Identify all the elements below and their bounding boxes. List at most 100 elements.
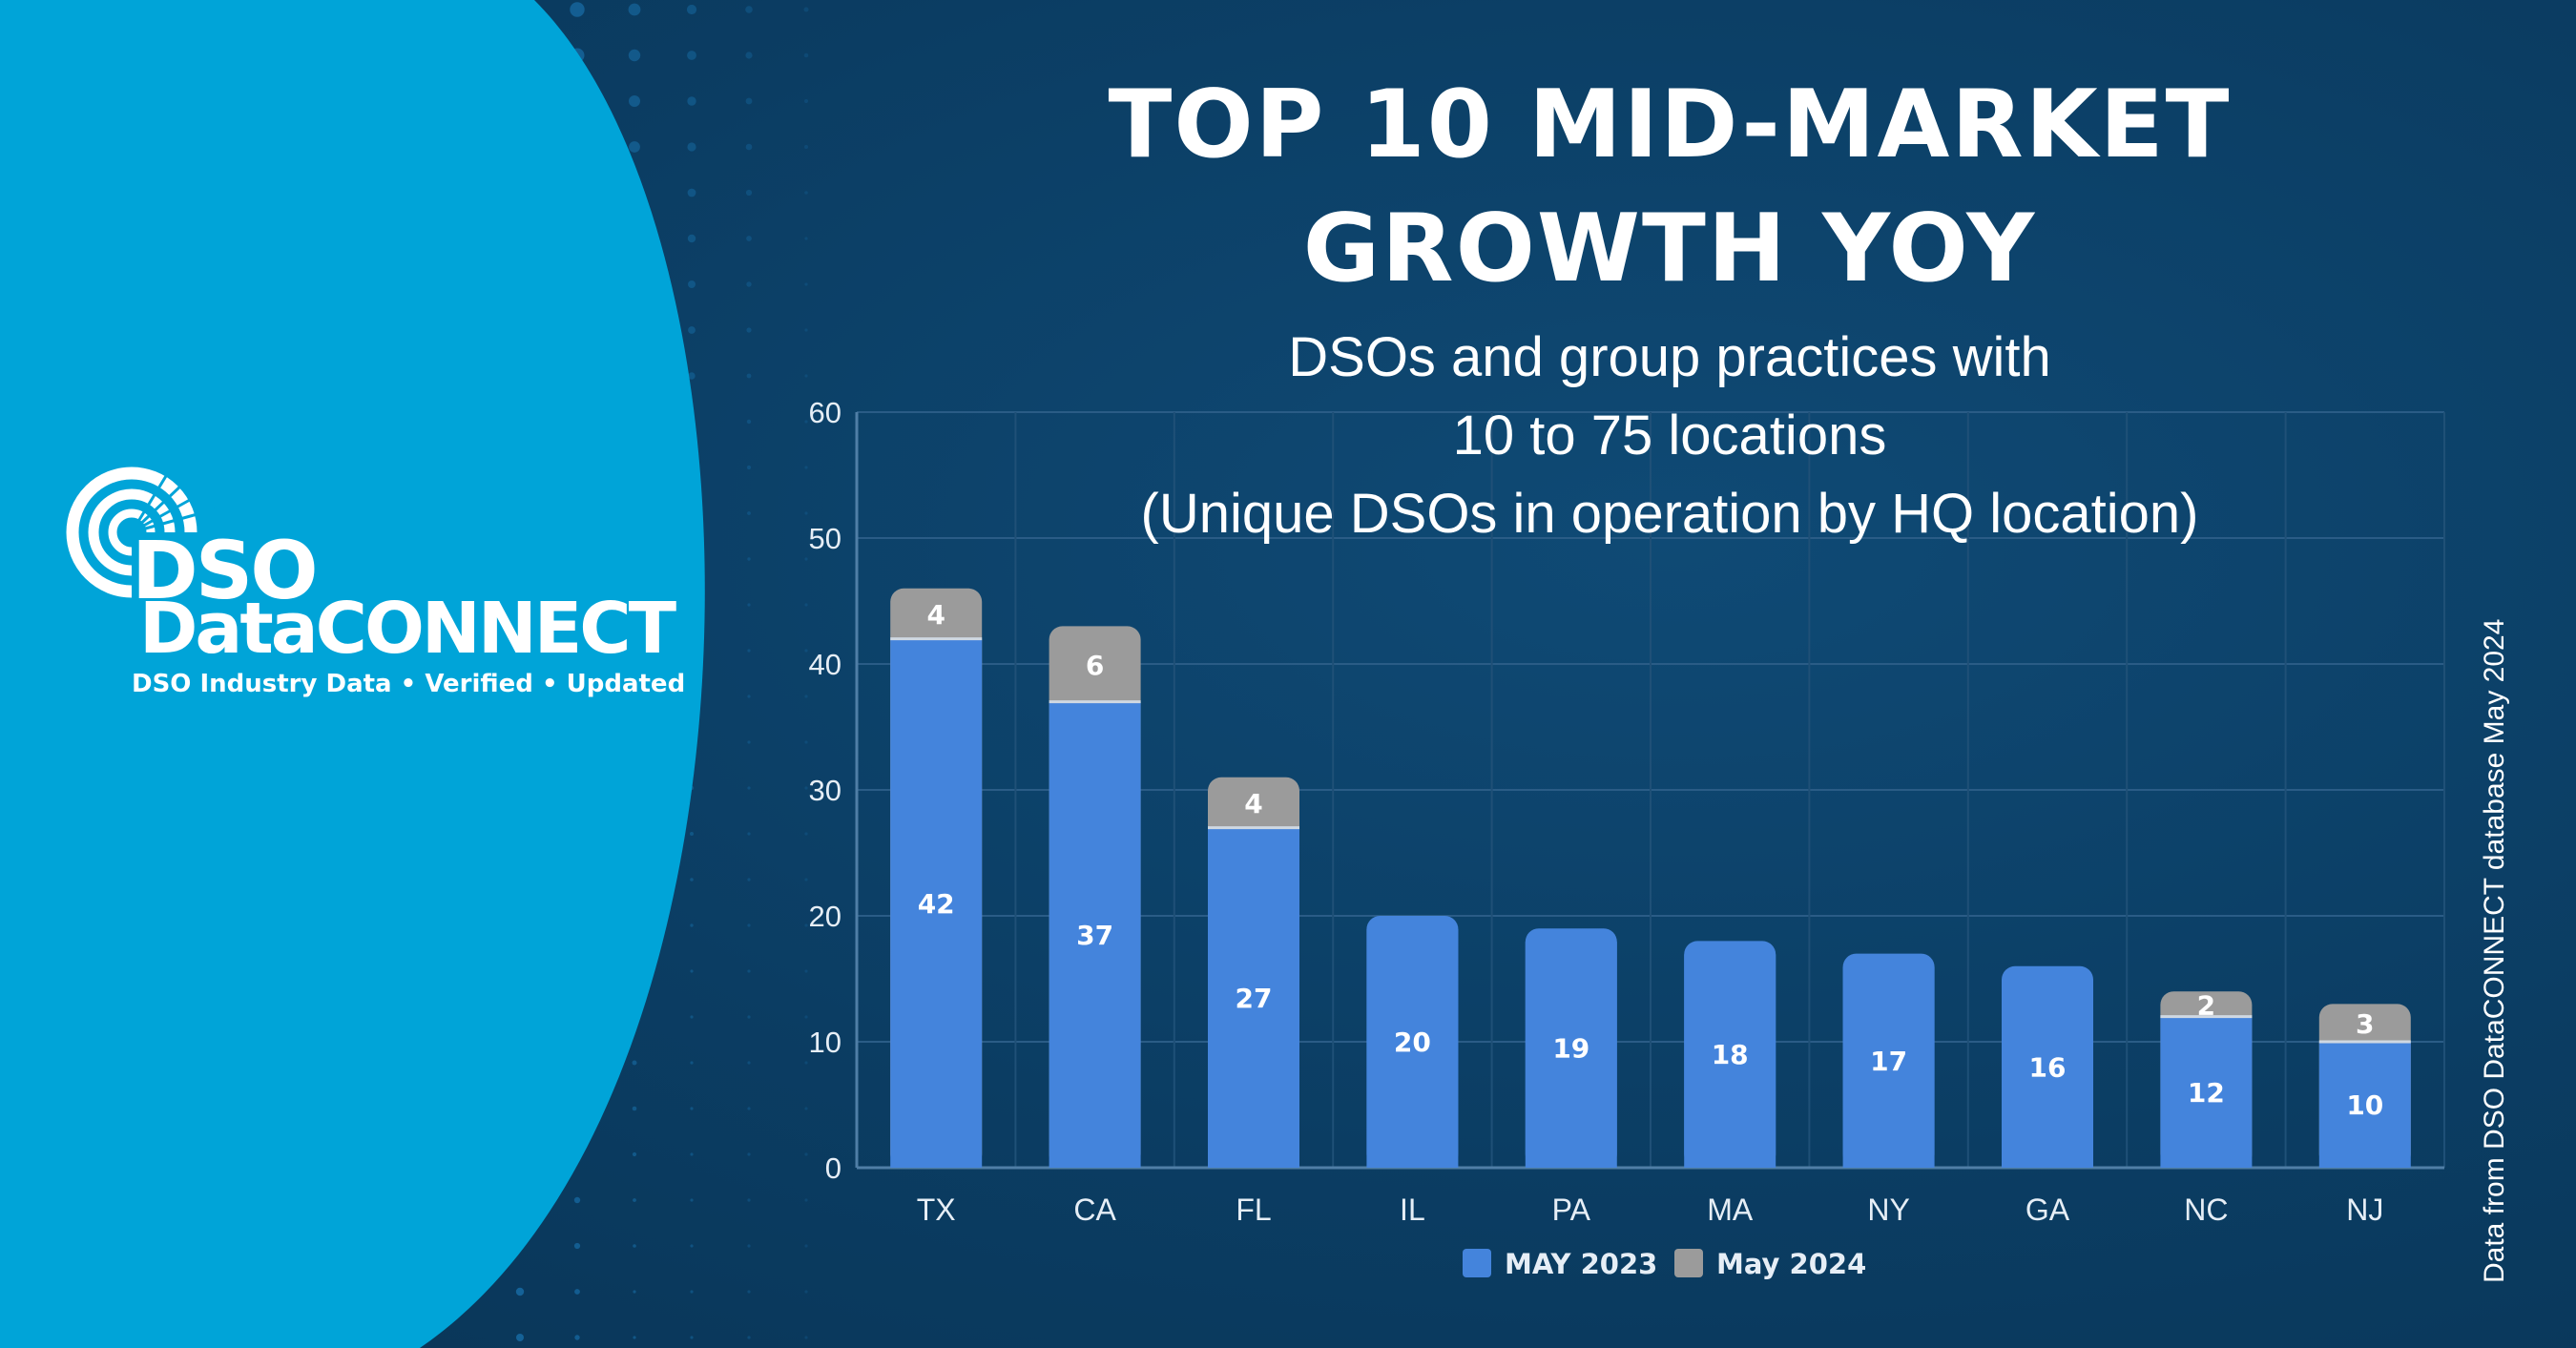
pattern-dot [747,786,751,790]
pattern-dot [747,511,751,515]
pattern-dot [746,236,752,241]
pattern-dot [747,1015,751,1019]
x-tick-label: FL [1236,1192,1271,1227]
pattern-dot [747,1244,751,1248]
pattern-dot [747,1061,751,1065]
bar-segment-may-2023-base [1684,954,1776,1168]
pattern-dot [804,878,808,881]
x-tick-label: NJ [2346,1192,2383,1227]
data-label-may-2023: 27 [1236,983,1273,1014]
pattern-dot [804,145,808,149]
legend-swatch-may-2023 [1463,1249,1491,1277]
pattern-dot [632,1106,637,1111]
pattern-dot [690,923,694,927]
pattern-dot [573,1242,581,1250]
pattern-dot [804,511,808,515]
x-tick-label: PA [1552,1192,1591,1227]
pattern-dot [804,1198,808,1202]
pattern-dot [687,142,696,152]
bar-segment-may-2023 [2160,1016,2253,1168]
y-tick-label: 40 [809,648,841,681]
data-label-may-2023: 19 [1552,1033,1589,1065]
y-tick-label: 30 [809,774,841,807]
pattern-dot [690,1198,694,1202]
title-line-2: GROWTH YOY [1302,195,2037,303]
pattern-dot [804,1152,808,1156]
pattern-dot [804,1015,808,1019]
pattern-dot [745,189,753,197]
pattern-dot [746,465,752,470]
data-label-may-2023: 20 [1394,1027,1431,1058]
legend-label-may-2023: MAY 2023 [1505,1248,1657,1280]
pattern-dot [804,191,808,195]
pattern-dot [687,51,696,60]
y-tick-label: 10 [809,1026,841,1059]
pattern-dot [633,1198,636,1202]
subtitle-line-3: (Unique DSOs in operation by HQ location… [1140,483,2199,545]
bar-segment-may-2023-base [1366,929,1459,1168]
pattern-dot [690,1015,694,1019]
data-label-may-2023: 42 [918,888,955,920]
title-line-1: TOP 10 MID-MARKET [1108,71,2232,179]
pattern-dot [628,3,641,16]
pattern-dot [745,52,753,59]
data-label-may-2024: 6 [1086,650,1104,681]
pattern-dot [633,1290,636,1294]
pattern-dot [804,1336,808,1339]
data-label-may-2023: 37 [1076,920,1113,951]
pattern-dot [687,234,696,243]
pattern-dot [688,326,696,334]
pattern-dot [804,786,808,790]
pattern-dot [747,1107,751,1110]
data-label-may-2024: 4 [926,599,945,631]
logo-text-dataconnect: DataCONNECT [139,588,676,670]
pattern-dot [628,49,641,62]
pattern-dot [747,1152,751,1156]
pattern-dot [804,969,808,973]
pattern-dot [690,1061,694,1065]
pattern-dot [747,878,751,881]
pattern-dot [804,1107,808,1110]
pattern-dot [632,1060,637,1066]
pattern-dot [574,1335,580,1340]
pattern-dot [747,1336,751,1339]
x-tick-label: CA [1073,1192,1116,1227]
y-tick-label: 0 [825,1151,841,1185]
pattern-dot [804,1244,808,1248]
pattern-dot [686,4,697,15]
logo-mark-icon [66,453,222,598]
pattern-dot [804,649,808,653]
x-tick-label: MA [1707,1192,1754,1227]
pattern-dot [747,969,751,973]
pattern-dot [804,466,808,469]
pattern-dot [574,1289,580,1295]
bar-segment-may-2023 [1208,827,1299,1168]
pattern-dot [804,695,808,698]
pattern-dot [690,878,694,881]
source-note: Data from DSO DataCONNECT database May 2… [2479,618,2510,1283]
pattern-dot [804,832,808,836]
pattern-dot [687,96,696,106]
pattern-dot [746,419,752,425]
legend-label-may-2024: May 2024 [1716,1248,1866,1280]
pattern-dot [804,1290,808,1294]
bar-segment-may-2023-base [1842,966,1935,1168]
pattern-dot [745,97,753,105]
pattern-dot [747,649,751,653]
pattern-dot [688,372,696,380]
pattern-dot [746,327,752,333]
data-label-may-2024: 2 [2197,989,2215,1021]
pattern-dot [629,95,640,107]
pattern-dot [804,420,808,424]
data-label-may-2023: 18 [1712,1039,1749,1070]
bar-segment-may-2023 [1049,701,1141,1168]
pattern-dot [516,1334,524,1341]
pattern-dot [804,282,808,286]
legend: MAY 2023 May 2024 [1463,1248,1866,1280]
pattern-dot [745,6,753,13]
pattern-dot [803,7,809,12]
pattern-dot [632,1151,637,1157]
y-tick-label: 50 [809,522,841,555]
